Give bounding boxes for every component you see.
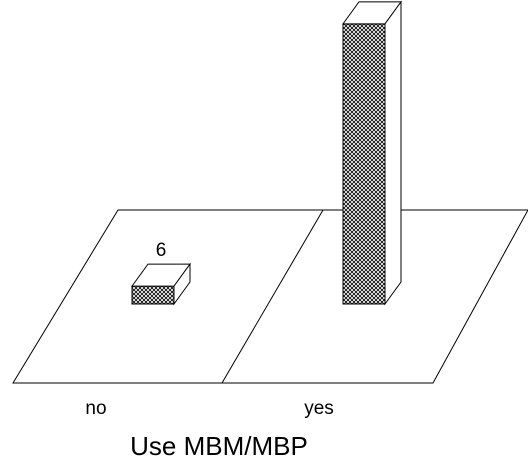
bar-yes: 94 [342, 0, 402, 306]
category-label-yes: yes [304, 398, 334, 419]
chart-floor [12, 209, 528, 384]
bar-side [384, 0, 402, 306]
x-axis-title: Use MBM/MBP [130, 431, 308, 461]
bar-no: 6 [131, 240, 191, 306]
bar-front [131, 285, 175, 305]
bars-group: 6 94 [131, 0, 402, 306]
data-label-no: 6 [156, 240, 167, 261]
bar-front [342, 23, 386, 305]
category-label-no: no [85, 398, 106, 419]
category-divider [221, 209, 324, 384]
bar-side [173, 262, 191, 306]
